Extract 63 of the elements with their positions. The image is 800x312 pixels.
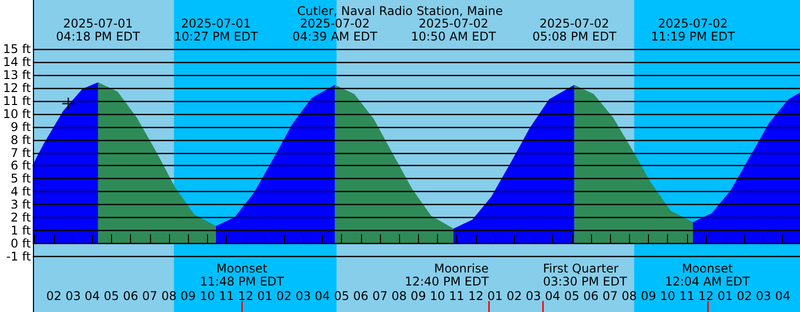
y-tick-label: 2 ft	[10, 210, 32, 224]
y-tick-label: 12 ft	[2, 81, 32, 96]
y-tick-label: 5 ft	[10, 172, 32, 186]
y-tick-label: 10 ft	[2, 106, 32, 121]
y-tick-label: 0 ft	[10, 236, 32, 250]
y-tick-label: 7 ft	[10, 146, 32, 160]
ref-line-label: Moonset 11:48 PM EDT	[200, 262, 285, 288]
x-tick-label: 03	[65, 289, 81, 303]
x-tick-label: 06	[122, 289, 138, 303]
y-tick-label: 1 ft	[10, 223, 32, 238]
y-tick-label: -1 ft	[6, 249, 32, 264]
y-tick-label: 13 ft	[2, 68, 32, 82]
x-tick-label: 09	[640, 289, 656, 303]
x-tick-label: 11	[679, 289, 694, 303]
x-tick-label: 07	[142, 289, 158, 303]
y-tick-label: 3 ft	[10, 198, 32, 212]
ref-line-label: First Quarter 03:30 PM EDT	[542, 262, 628, 288]
x-tick-label: 01	[257, 289, 273, 303]
x-tick-label: 04	[775, 289, 790, 303]
x-tick-label: 10	[660, 289, 676, 303]
y-tick-label: 15 ft	[2, 42, 32, 56]
x-tick-label: 11	[449, 289, 464, 303]
x-tick-label: 01	[487, 289, 503, 303]
x-tick-label: 05	[564, 289, 580, 303]
x-tick-label: 04	[544, 289, 560, 303]
x-tick-label: 03	[526, 289, 542, 303]
x-tick-label: 03	[756, 289, 772, 303]
x-tick-label: 07	[602, 289, 618, 303]
x-tick-label: 09	[410, 289, 426, 303]
x-tick-label: 06	[583, 289, 599, 303]
x-tick-label: 01	[718, 289, 733, 303]
ref-line-label: Moonset 12:04 AM EDT	[664, 262, 750, 288]
x-tick-label: 10	[430, 289, 446, 303]
x-tick-label: 07	[372, 289, 388, 303]
x-tick-label: 10	[200, 289, 215, 303]
x-tick-label: 04	[314, 289, 330, 303]
x-tick-label: 08	[392, 289, 407, 303]
x-tick-label: 06	[353, 289, 368, 303]
y-tick-label: 6 ft	[10, 158, 32, 173]
y-tick-label: 4 ft	[10, 184, 32, 199]
annotation: 2025-07-02 11:19 PM EDT	[650, 16, 736, 44]
annotation: 2025-07-02 10:50 AM EDT	[411, 16, 497, 44]
annotation: 2025-07-02 05:08 PM EDT	[532, 16, 617, 44]
ref-line-label: Moonrise 12:40 PM EDT	[404, 262, 490, 288]
y-tick-label: 14 ft	[2, 55, 32, 70]
x-tick-label: 12	[468, 289, 484, 303]
x-tick-label: 02	[46, 289, 62, 303]
annotation: 2025-07-01 10:27 PM EDT	[174, 16, 259, 44]
x-tick-label: 05	[104, 289, 120, 303]
y-tick-label: 11 ft	[2, 94, 32, 108]
y-tick-label: 9 ft	[10, 120, 32, 134]
x-tick-label: 09	[180, 289, 196, 303]
annotation: 2025-07-01 04:18 PM EDT	[56, 16, 141, 44]
x-tick-label: 02	[276, 289, 292, 303]
chart-title: Cutler, Naval Radio Station, Maine	[297, 4, 503, 18]
x-tick-label: 03	[296, 289, 311, 303]
x-tick-label: 12	[698, 289, 714, 303]
x-tick-label: 12	[238, 289, 254, 303]
x-tick-label: 11	[218, 289, 234, 303]
x-tick-label: 02	[506, 289, 522, 303]
x-tick-label: 04	[84, 289, 100, 303]
x-tick-label: 02	[736, 289, 752, 303]
y-tick-label: 8 ft	[10, 132, 32, 147]
